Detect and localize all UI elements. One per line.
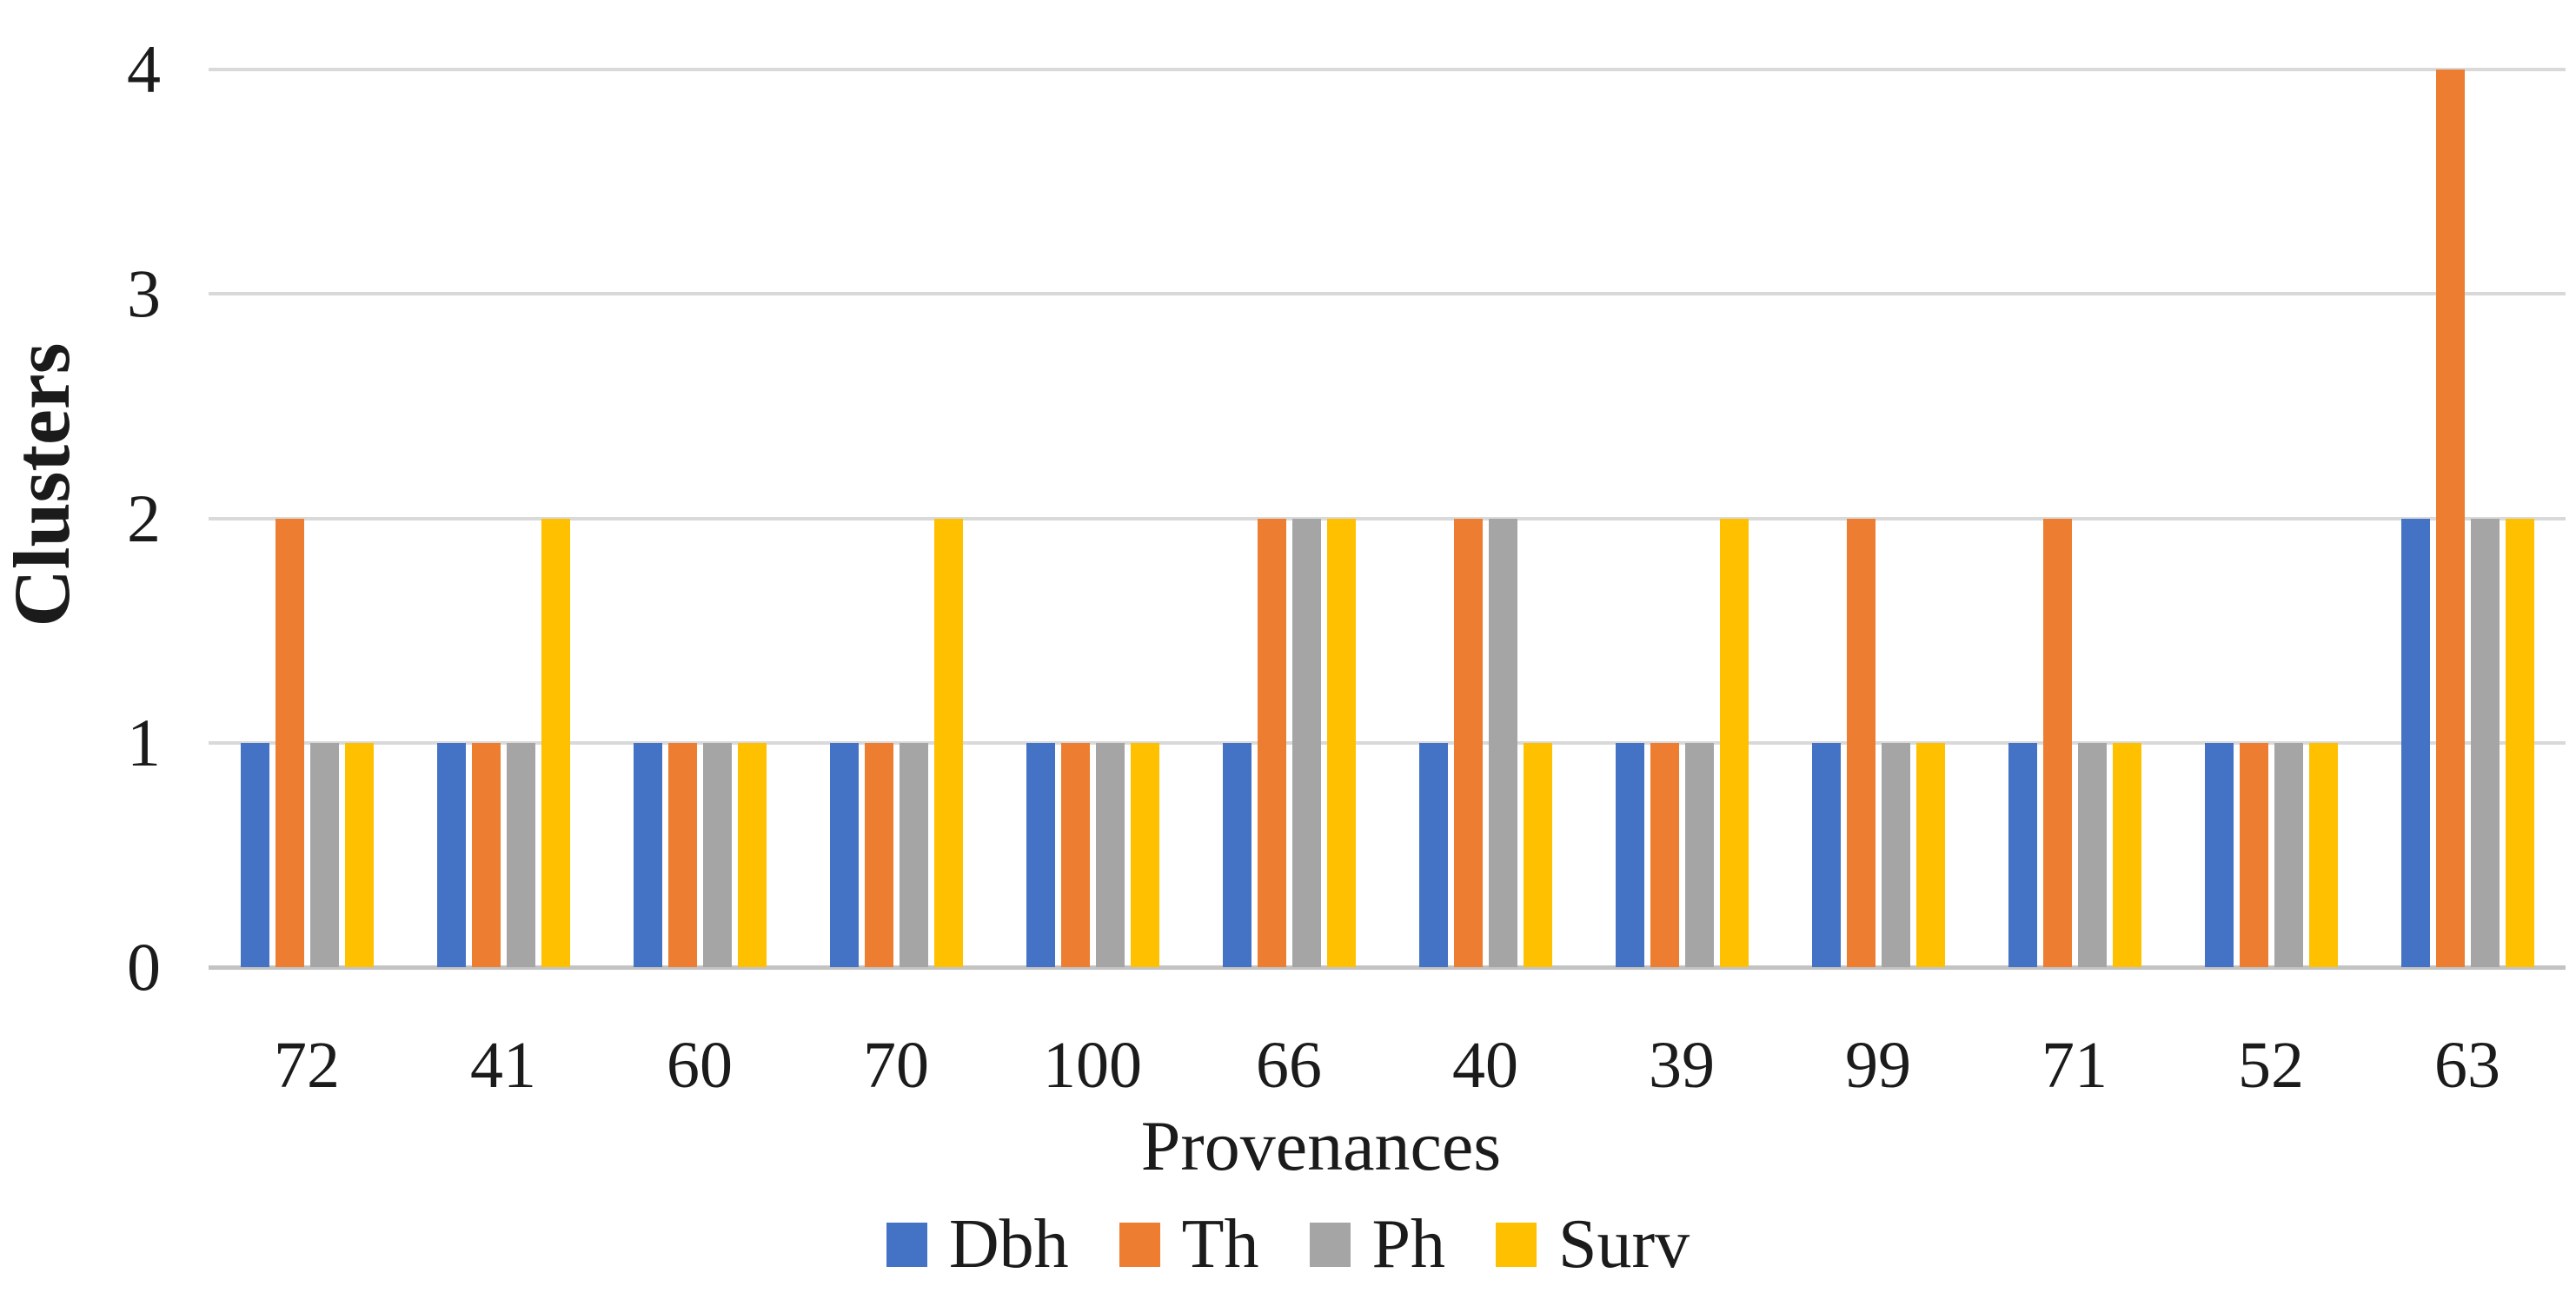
- bar-Surv-52: [2308, 742, 2338, 967]
- gridline-y3: [209, 292, 2566, 296]
- bar-Ph-71: [2077, 742, 2107, 967]
- bar-Surv-71: [2112, 742, 2141, 967]
- x-axis-line: [209, 965, 2566, 970]
- y-tick-label-3: 3: [127, 255, 161, 332]
- bar-Th-66: [1257, 518, 1286, 967]
- bar-Ph-41: [506, 742, 535, 967]
- bar-Surv-70: [933, 518, 963, 967]
- x-axis-title: Provenances: [1140, 1106, 1502, 1185]
- y-tick-label-2: 2: [127, 480, 161, 556]
- legend-label-Surv: Surv: [1558, 1206, 1690, 1283]
- bar-Ph-60: [702, 742, 732, 967]
- x-tick-label-70: 70: [863, 1029, 929, 1102]
- bar-Ph-39: [1684, 742, 1714, 967]
- legend-label-Dbh: Dbh: [948, 1206, 1069, 1283]
- bar-Dbh-40: [1418, 742, 1448, 967]
- x-tick-label-72: 72: [274, 1029, 340, 1102]
- gridline-y4: [209, 68, 2566, 71]
- bar-Th-71: [2042, 518, 2072, 967]
- x-tick-label-71: 71: [2042, 1029, 2108, 1102]
- x-tick-label-66: 66: [1256, 1029, 1322, 1102]
- bar-Surv-40: [1523, 742, 1552, 967]
- bar-Surv-39: [1719, 518, 1749, 967]
- bar-Th-99: [1846, 518, 1876, 967]
- bar-Surv-72: [344, 742, 374, 967]
- bar-Dbh-70: [829, 742, 859, 967]
- legend: Dbh Th Ph Surv: [0, 1210, 2576, 1279]
- bar-Th-72: [275, 518, 304, 967]
- bar-Ph-72: [309, 742, 339, 967]
- bar-Th-40: [1453, 518, 1483, 967]
- legend-item-Dbh: Dbh: [886, 1210, 1069, 1279]
- bar-Surv-41: [541, 518, 570, 967]
- x-tick-label-52: 52: [2238, 1029, 2304, 1102]
- bar-Surv-100: [1130, 742, 1159, 967]
- bar-Dbh-41: [436, 742, 466, 967]
- bar-Surv-63: [2505, 518, 2534, 967]
- x-tick-label-60: 60: [667, 1029, 733, 1102]
- legend-item-Surv: Surv: [1496, 1210, 1690, 1279]
- bar-Dbh-60: [633, 742, 662, 967]
- y-tick-label-0: 0: [127, 929, 161, 1005]
- bar-Th-70: [864, 742, 893, 967]
- bar-Ph-40: [1488, 518, 1517, 967]
- bar-Th-39: [1650, 742, 1679, 967]
- legend-label-Ph: Ph: [1371, 1206, 1446, 1283]
- legend-label-Th: Th: [1181, 1206, 1259, 1283]
- x-tick-label-100: 100: [1043, 1029, 1142, 1102]
- bar-Ph-66: [1291, 518, 1321, 967]
- legend-swatch-icon-Ph: [1309, 1222, 1351, 1267]
- bar-Th-52: [2239, 742, 2268, 967]
- x-tick-label-40: 40: [1452, 1029, 1518, 1102]
- y-tick-label-1: 1: [127, 704, 161, 780]
- x-tick-label-99: 99: [1845, 1029, 1911, 1102]
- bar-Dbh-63: [2400, 518, 2430, 967]
- bar-Dbh-100: [1026, 742, 1055, 967]
- bar-Ph-70: [899, 742, 928, 967]
- legend-swatch-icon-Surv: [1496, 1222, 1537, 1267]
- bar-Dbh-72: [240, 742, 269, 967]
- bar-Ph-63: [2470, 518, 2500, 967]
- bar-Surv-60: [737, 742, 767, 967]
- bar-Dbh-52: [2204, 742, 2234, 967]
- bar-Th-63: [2435, 70, 2465, 967]
- bar-Ph-100: [1095, 742, 1125, 967]
- legend-item-Th: Th: [1119, 1210, 1259, 1279]
- bar-Dbh-66: [1222, 742, 1251, 967]
- bar-Surv-99: [1915, 742, 1945, 967]
- bar-Dbh-71: [2008, 742, 2037, 967]
- x-tick-label-63: 63: [2434, 1029, 2500, 1102]
- bar-Dbh-99: [1811, 742, 1841, 967]
- bar-Th-100: [1060, 742, 1090, 967]
- bar-Dbh-39: [1615, 742, 1644, 967]
- y-tick-label-4: 4: [127, 31, 161, 107]
- legend-item-Ph: Ph: [1309, 1206, 1446, 1283]
- bar-Ph-52: [2274, 742, 2303, 967]
- gridline-y1: [209, 740, 2566, 745]
- bar-Ph-99: [1881, 742, 1910, 967]
- bar-Th-60: [667, 742, 697, 967]
- legend-swatch-icon-Th: [1119, 1222, 1160, 1267]
- legend-swatch-icon-Dbh: [886, 1222, 927, 1267]
- x-tick-label-39: 39: [1649, 1029, 1715, 1102]
- gridline-y2: [209, 516, 2566, 521]
- x-tick-label-41: 41: [470, 1029, 536, 1102]
- bar-Surv-66: [1326, 518, 1356, 967]
- bar-Th-41: [471, 742, 501, 967]
